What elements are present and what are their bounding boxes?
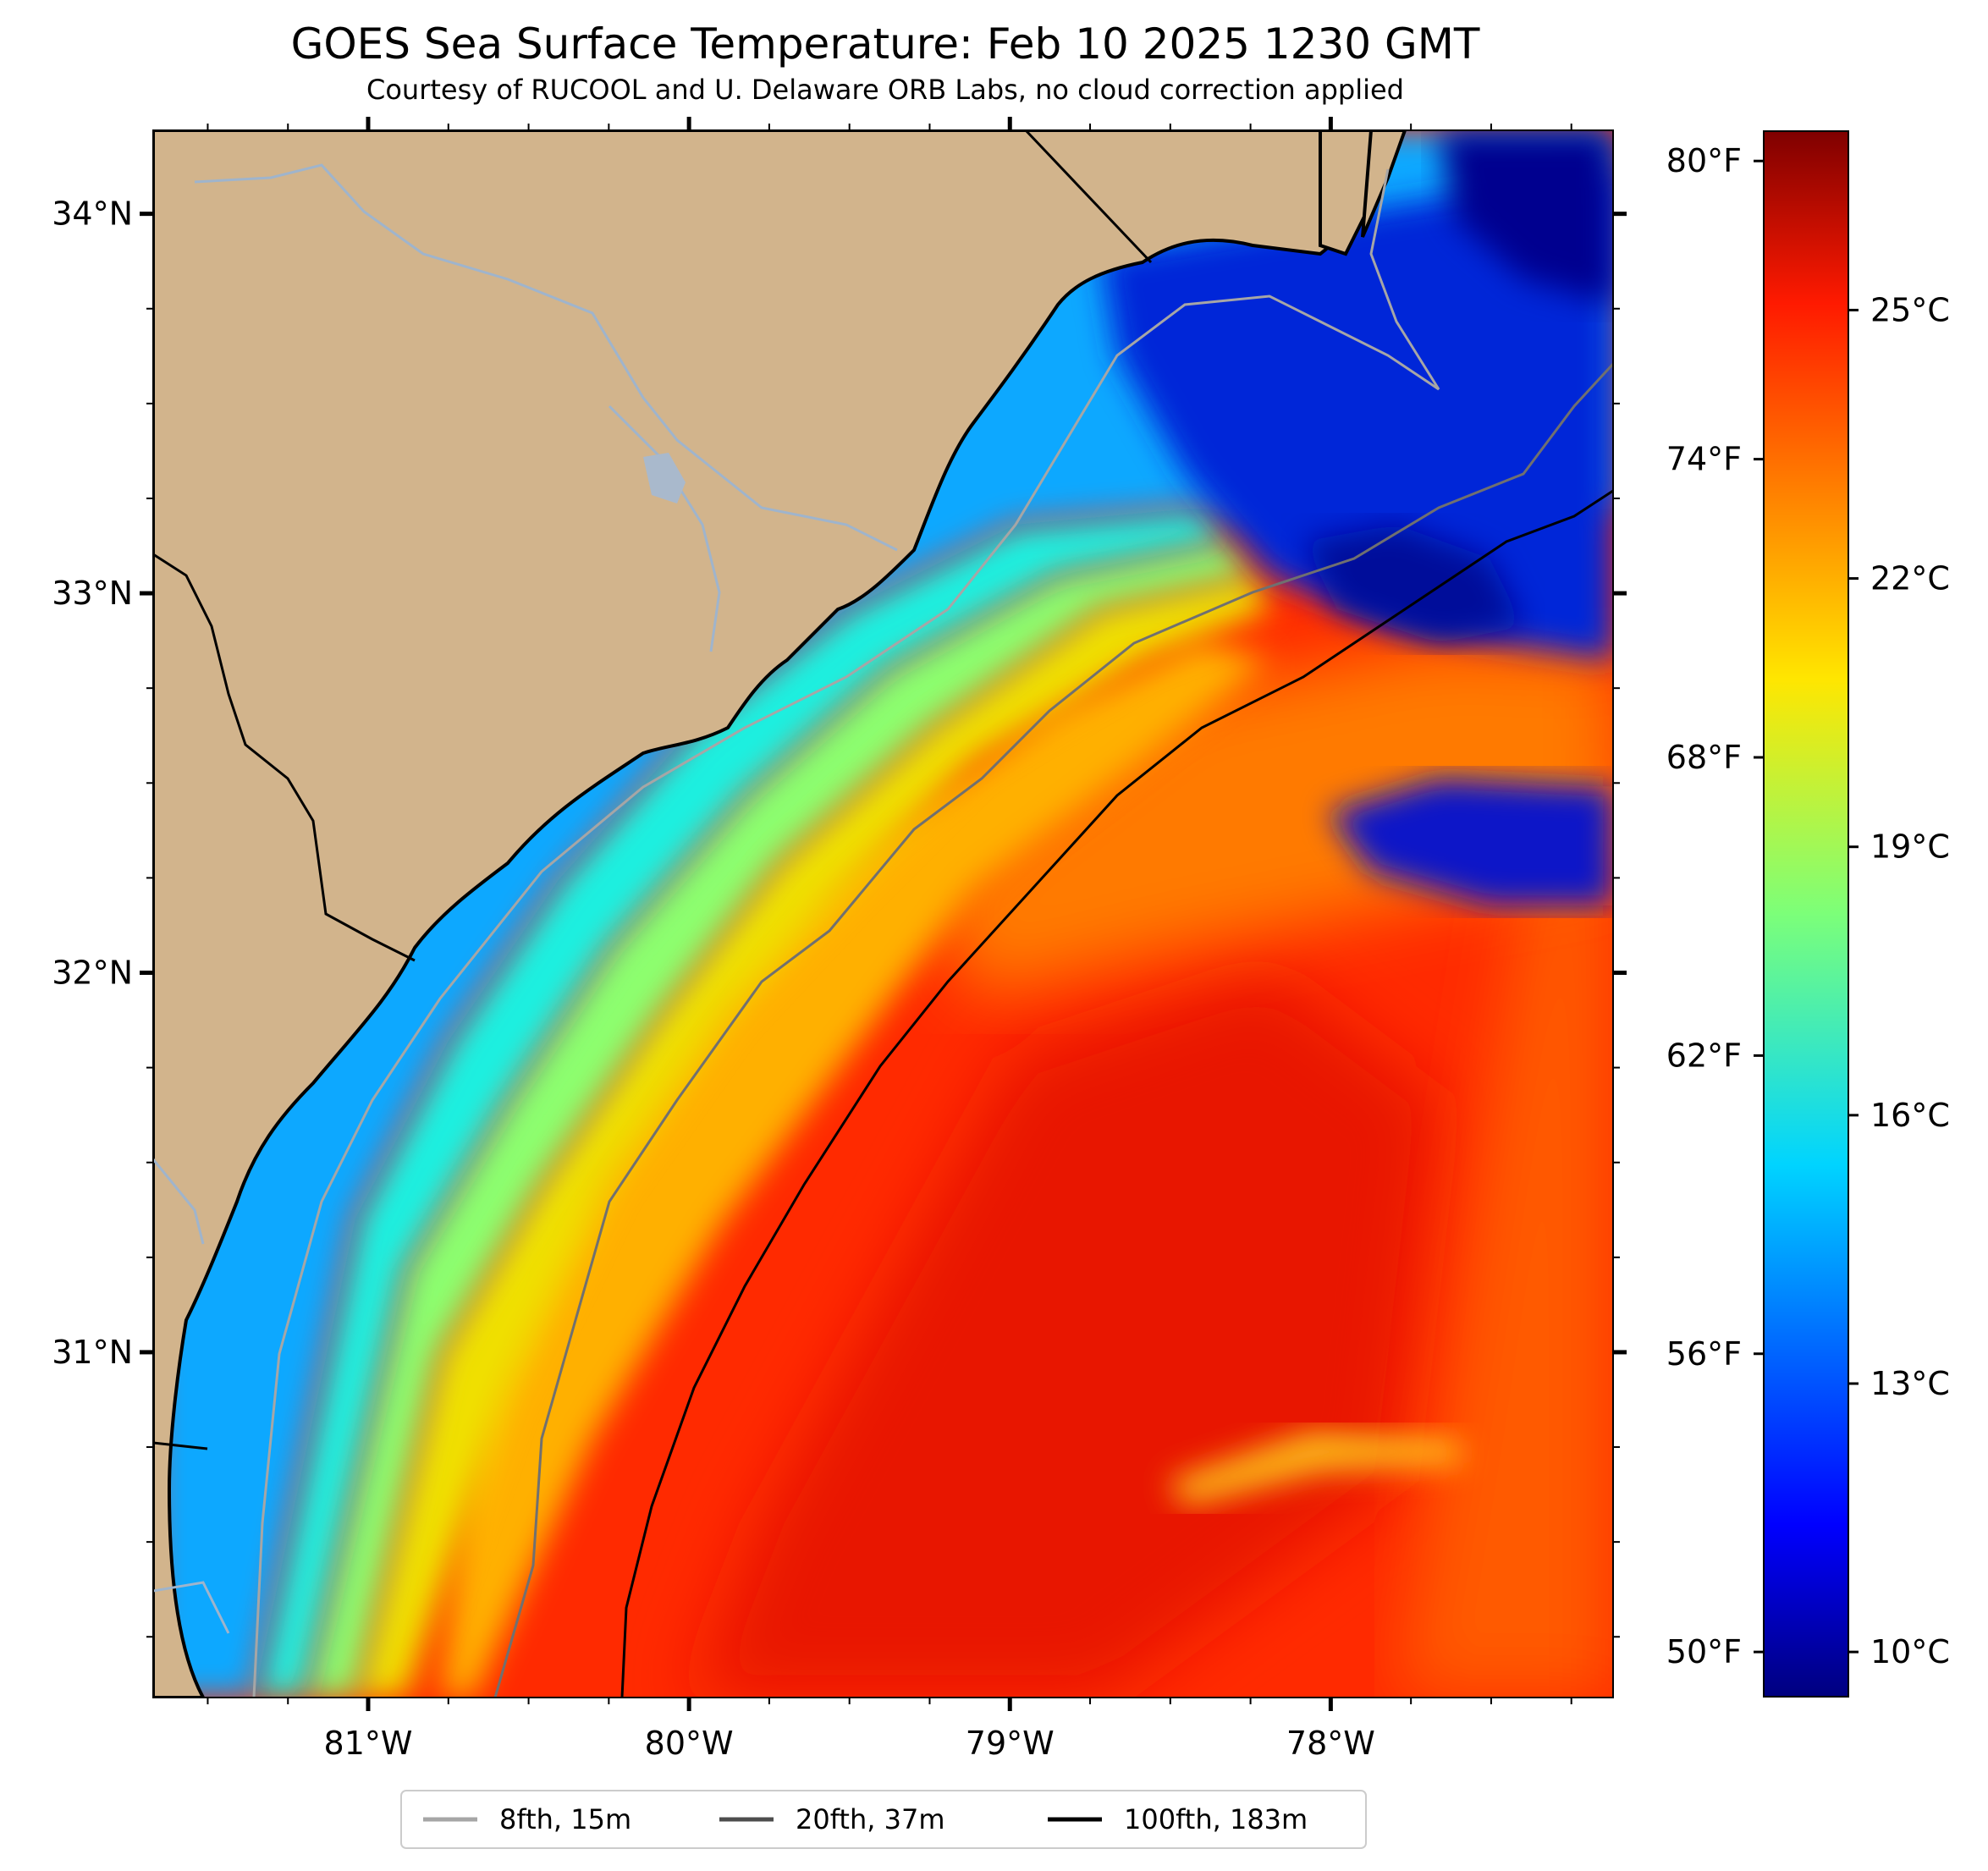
gulf-stream-east-edge [1396, 643, 1613, 1698]
contour-100fth [620, 489, 1613, 1698]
y-tick-label: 34°N [52, 195, 133, 233]
celsius-tick-label: 10°C [1870, 1633, 1950, 1670]
cape-fear-cold-core [1439, 130, 1613, 305]
colorbar [1763, 130, 1849, 1698]
fahrenheit-tick-label: 74°F [1666, 441, 1742, 478]
warm-streak [1168, 1430, 1464, 1506]
land-cape-peninsula [1361, 130, 1407, 238]
x-tick-label: 78°W [1286, 1725, 1375, 1762]
legend-box [400, 1790, 1367, 1849]
y-axis: 31°N 32°N 33°N 34°N [52, 195, 1627, 1638]
gulf-stream-north-edge [931, 643, 1613, 999]
y-tick-label: 32°N [52, 955, 133, 992]
lake [643, 453, 686, 504]
fahrenheit-tick-label: 62°F [1666, 1037, 1742, 1074]
contour-20fth [493, 362, 1613, 1698]
contour-8fth [252, 168, 1440, 1698]
map-frame [152, 129, 1614, 1698]
celsius-tick-label: 16°C [1870, 1097, 1950, 1134]
x-tick-label: 80°W [645, 1725, 734, 1762]
legend: 8fth, 15m 20fth, 37m 100fth, 183m [400, 1790, 1367, 1849]
celsius-tick-label: 19°C [1870, 828, 1950, 866]
fahrenheit-tick-label: 56°F [1666, 1335, 1742, 1373]
chart-title: GOES Sea Surface Temperature: Feb 10 202… [290, 19, 1480, 69]
x-tick-label: 81°W [324, 1725, 413, 1762]
celsius-tick-label: 22°C [1870, 560, 1950, 597]
y-tick-label: 33°N [52, 575, 133, 612]
land-mainland [153, 130, 1390, 1698]
x-tick-label: 79°W [966, 1725, 1055, 1762]
legend-label: 100fth, 183m [1124, 1803, 1308, 1835]
land-state-border [153, 130, 1153, 1450]
sst-map [153, 130, 1613, 1698]
mid-shelf-green [305, 542, 1253, 1698]
fahrenheit-axis: 50°F 56°F 62°F 68°F 74°F 80°F [1666, 142, 1764, 1670]
chart-subtitle: Courtesy of RUCOOL and U. Delaware ORB L… [366, 74, 1404, 106]
celsius-axis: 10°C 13°C 16°C 19°C 22°C 25°C [1848, 291, 1950, 1670]
y-tick-label: 31°N [52, 1334, 133, 1371]
celsius-tick-label: 13°C [1870, 1365, 1950, 1402]
gulf-stream-warm-core [694, 973, 1439, 1698]
legend-label: 20fth, 37m [796, 1803, 944, 1835]
rivers [153, 163, 898, 1634]
fahrenheit-tick-label: 68°F [1666, 739, 1742, 776]
x-axis: 81°W 80°W 79°W 78°W [207, 117, 1572, 1762]
long-bay-cold-patch [1303, 525, 1523, 643]
celsius-tick-label: 25°C [1870, 291, 1950, 328]
northern-cold-water [1100, 169, 1613, 660]
fahrenheit-tick-label: 50°F [1666, 1633, 1742, 1670]
mid-shelf-cyan [254, 508, 1227, 1698]
fahrenheit-tick-label: 80°F [1666, 142, 1742, 179]
legend-label: 8fth, 15m [499, 1803, 631, 1835]
cold-filament-east [1329, 779, 1613, 905]
